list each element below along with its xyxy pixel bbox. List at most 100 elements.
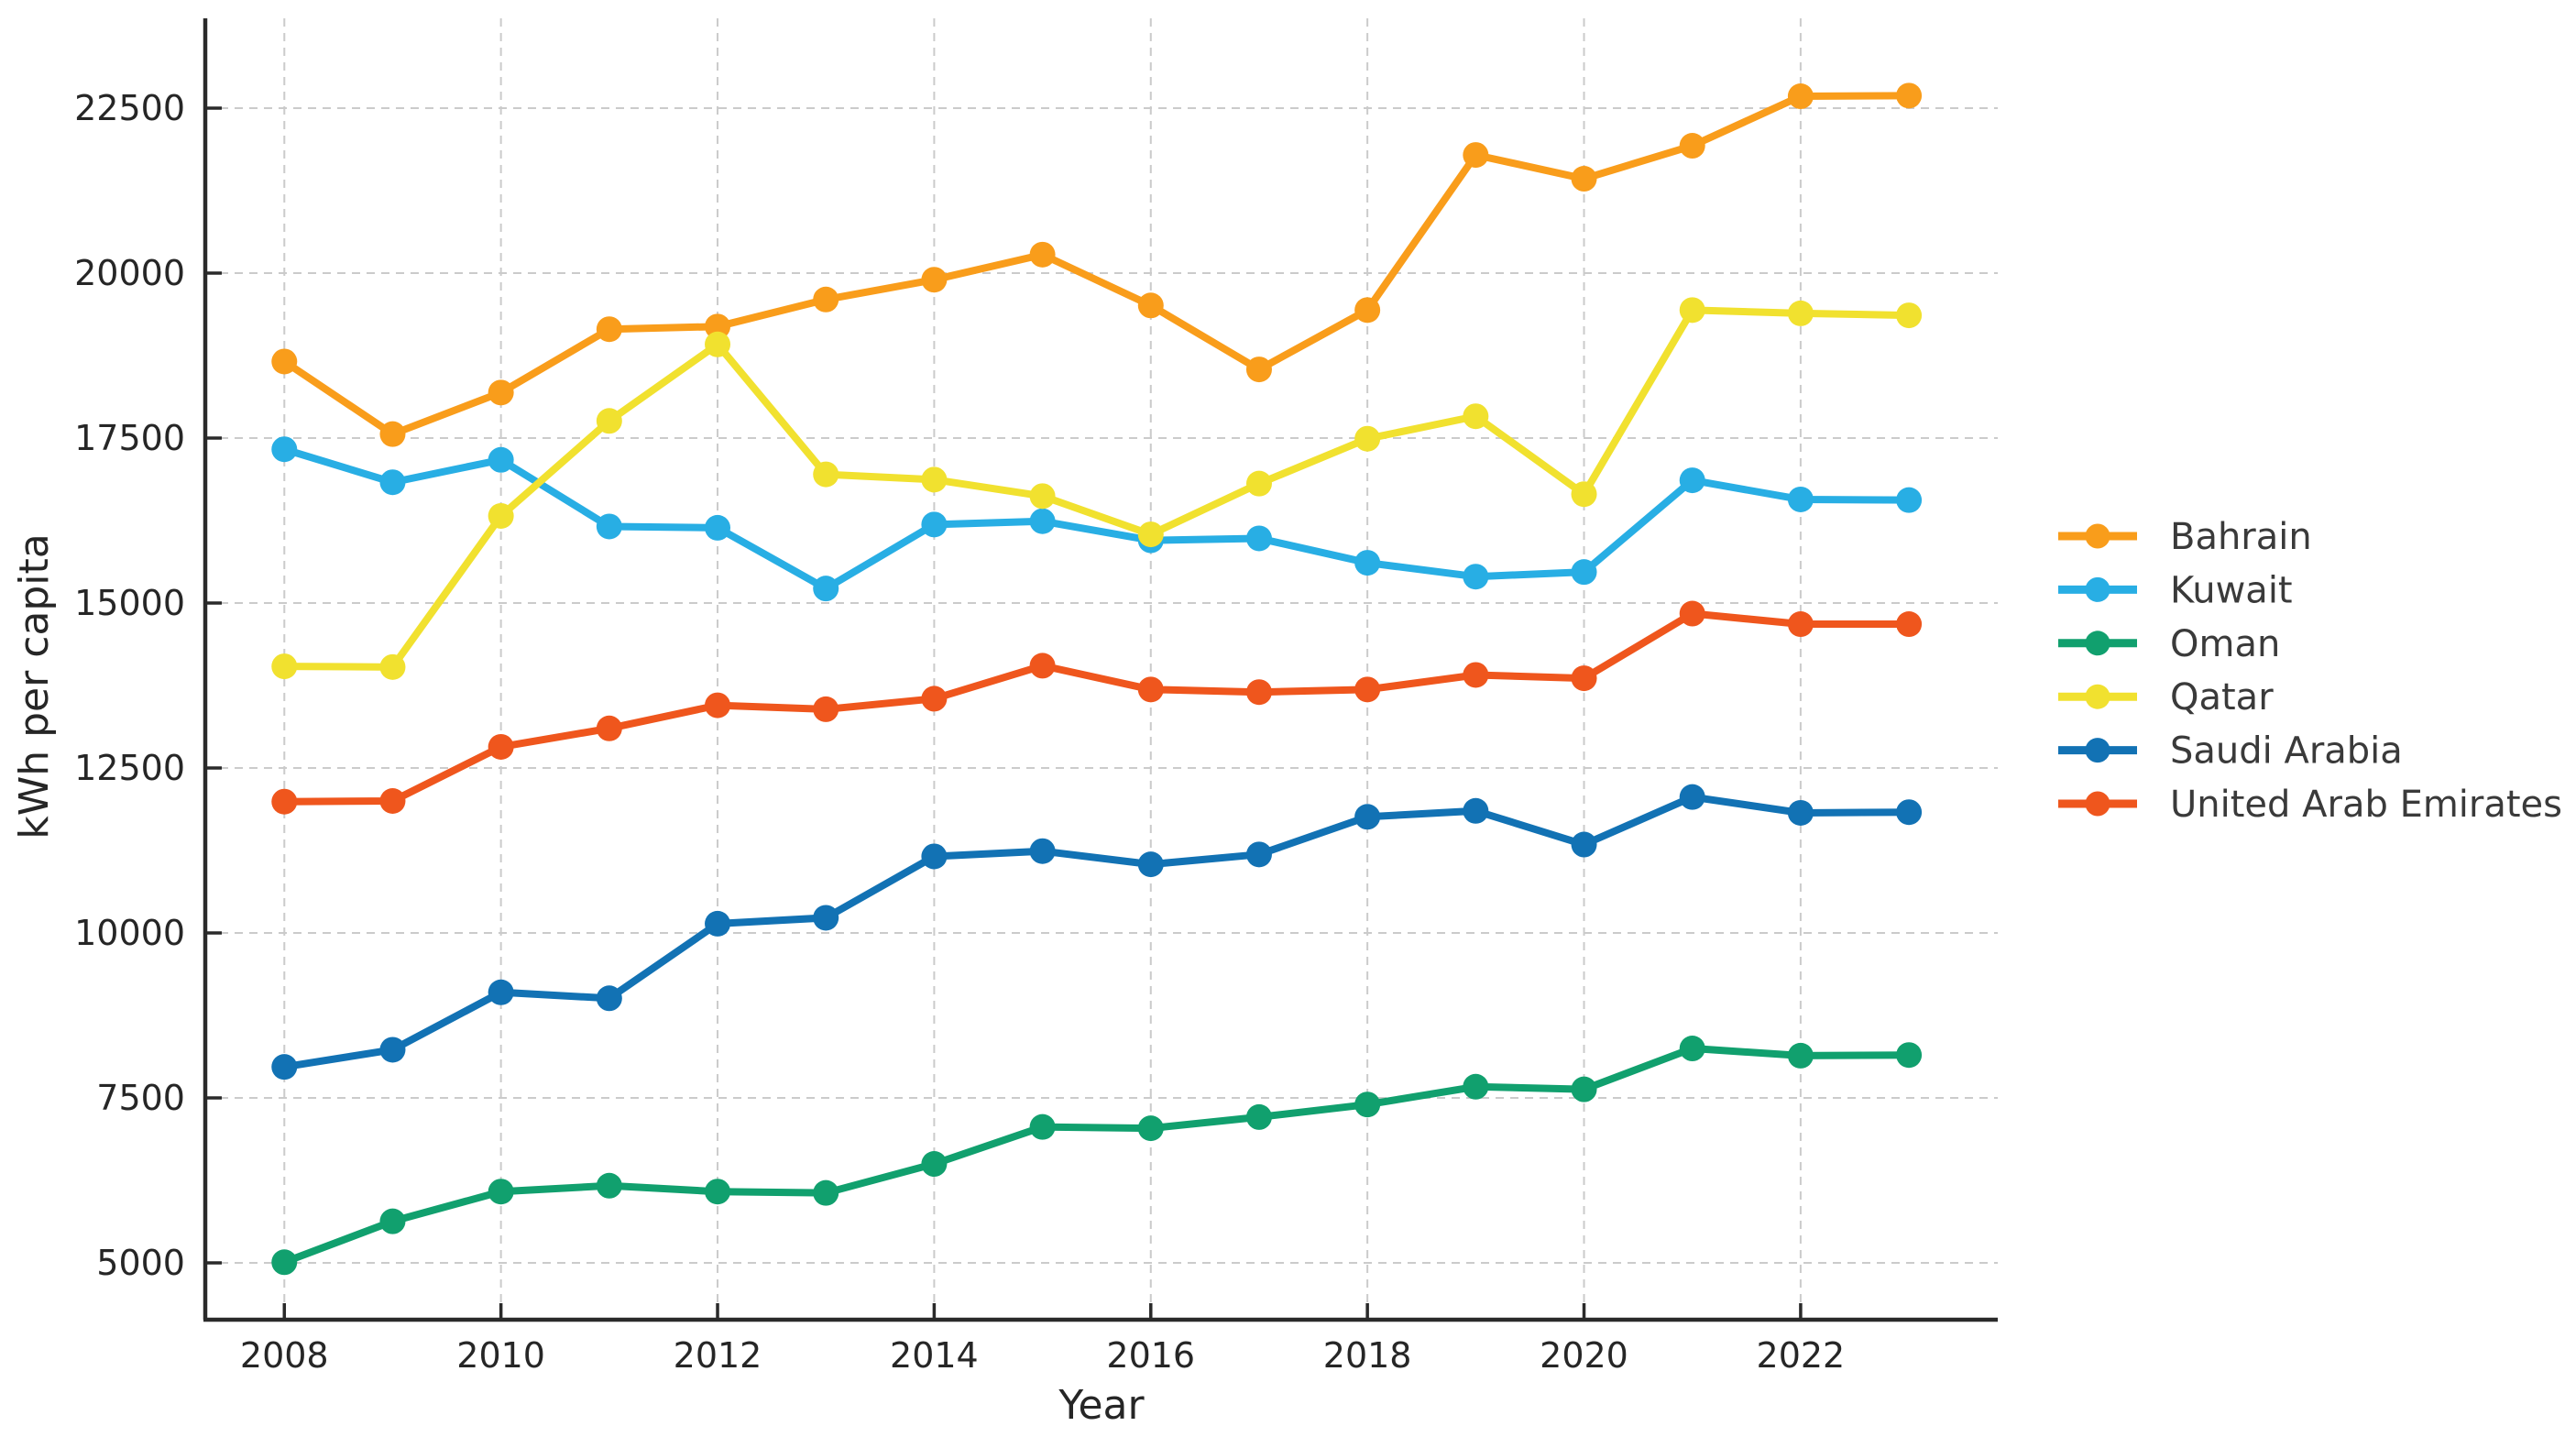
data-point bbox=[1137, 676, 1164, 703]
data-point bbox=[1896, 799, 1923, 826]
y-tick-label: 10000 bbox=[74, 913, 185, 953]
legend-label: Qatar bbox=[2170, 676, 2274, 718]
legend-label: Oman bbox=[2170, 623, 2280, 665]
data-point bbox=[488, 379, 514, 406]
data-point bbox=[813, 576, 839, 602]
data-point bbox=[488, 979, 514, 1005]
data-point bbox=[921, 466, 948, 493]
data-point bbox=[1463, 662, 1489, 688]
data-point bbox=[1787, 799, 1814, 826]
data-point bbox=[379, 421, 406, 447]
legend-item: United Arab Emirates bbox=[2058, 784, 2562, 826]
data-point bbox=[1137, 851, 1164, 878]
series-oman bbox=[271, 1036, 1923, 1276]
data-point bbox=[1679, 784, 1705, 810]
data-point bbox=[596, 316, 622, 343]
series-line bbox=[280, 609, 1913, 806]
data-point bbox=[1354, 1091, 1381, 1118]
y-tick-label: 20000 bbox=[74, 253, 185, 293]
data-point bbox=[1245, 1103, 1272, 1130]
data-point bbox=[1571, 166, 1597, 192]
data-point bbox=[379, 788, 406, 815]
data-point bbox=[1354, 425, 1381, 452]
data-point bbox=[1463, 142, 1489, 169]
data-point bbox=[705, 313, 731, 340]
legend-label: United Arab Emirates bbox=[2170, 784, 2562, 826]
data-point bbox=[596, 513, 622, 540]
series-line bbox=[280, 1045, 1913, 1267]
data-point bbox=[1896, 487, 1923, 513]
legend-marker-dot bbox=[2085, 523, 2110, 549]
legend-marker-dot bbox=[2085, 791, 2110, 817]
series-line bbox=[280, 445, 1913, 593]
data-point bbox=[1787, 300, 1814, 326]
data-point bbox=[1787, 611, 1814, 638]
series-bahrain bbox=[271, 82, 1923, 447]
data-point bbox=[1354, 550, 1381, 576]
x-tick-label: 2010 bbox=[456, 1335, 545, 1376]
x-tick-label: 2008 bbox=[240, 1335, 329, 1376]
data-point bbox=[1029, 508, 1056, 534]
series-line bbox=[280, 306, 1913, 671]
data-point bbox=[1896, 302, 1923, 329]
data-point bbox=[705, 1179, 731, 1205]
data-point bbox=[271, 788, 298, 815]
data-point bbox=[1245, 357, 1272, 383]
data-point bbox=[271, 348, 298, 375]
data-point bbox=[921, 1151, 948, 1178]
data-point bbox=[1679, 1036, 1705, 1062]
data-point bbox=[705, 514, 731, 541]
y-tick-label: 15000 bbox=[74, 583, 185, 623]
legend-item: Saudi Arabia bbox=[2058, 730, 2403, 773]
data-point bbox=[271, 1249, 298, 1276]
legend-marker-dot bbox=[2085, 576, 2110, 602]
data-point bbox=[488, 502, 514, 529]
x-tick-label: 2012 bbox=[674, 1335, 762, 1376]
data-point bbox=[1571, 1076, 1597, 1102]
legend-item: Kuwait bbox=[2058, 569, 2293, 611]
data-point bbox=[1354, 297, 1381, 324]
legend-marker-dot bbox=[2085, 738, 2110, 763]
data-point bbox=[596, 1172, 622, 1199]
data-point bbox=[813, 286, 839, 313]
series-saudi-arabia bbox=[271, 784, 1923, 1080]
data-point bbox=[379, 469, 406, 496]
data-point bbox=[271, 1054, 298, 1080]
y-tick-label: 12500 bbox=[74, 748, 185, 788]
x-axis-title: Year bbox=[1058, 1382, 1145, 1429]
data-point bbox=[1029, 483, 1056, 510]
data-point bbox=[813, 1179, 839, 1206]
data-point bbox=[1137, 292, 1164, 319]
data-point bbox=[1245, 525, 1272, 552]
data-point bbox=[1787, 486, 1814, 512]
data-point bbox=[1571, 831, 1597, 858]
data-point bbox=[488, 1179, 514, 1205]
series-line bbox=[280, 793, 1913, 1071]
data-point bbox=[1896, 1042, 1923, 1069]
data-point bbox=[921, 511, 948, 538]
data-point bbox=[705, 692, 731, 718]
x-tick-label: 2022 bbox=[1757, 1335, 1846, 1376]
data-point bbox=[1029, 653, 1056, 679]
legend-label: Bahrain bbox=[2170, 516, 2312, 558]
data-point bbox=[1245, 470, 1272, 497]
data-point bbox=[1029, 241, 1056, 268]
data-point bbox=[488, 446, 514, 473]
data-point bbox=[1679, 467, 1705, 494]
y-tick-label: 5000 bbox=[96, 1243, 185, 1283]
data-point bbox=[1896, 82, 1923, 109]
legend-marker-dot bbox=[2085, 684, 2110, 709]
data-point bbox=[271, 653, 298, 680]
data-point bbox=[1245, 679, 1272, 706]
x-tick-label: 2014 bbox=[890, 1335, 979, 1376]
series-layer bbox=[271, 82, 1923, 1276]
x-tick-label: 2020 bbox=[1540, 1335, 1628, 1376]
legend-label: Saudi Arabia bbox=[2170, 730, 2403, 773]
data-point bbox=[1896, 611, 1923, 638]
data-point bbox=[921, 843, 948, 870]
data-point bbox=[921, 267, 948, 293]
data-point bbox=[596, 715, 622, 741]
data-point bbox=[1245, 841, 1272, 868]
data-point bbox=[813, 905, 839, 931]
